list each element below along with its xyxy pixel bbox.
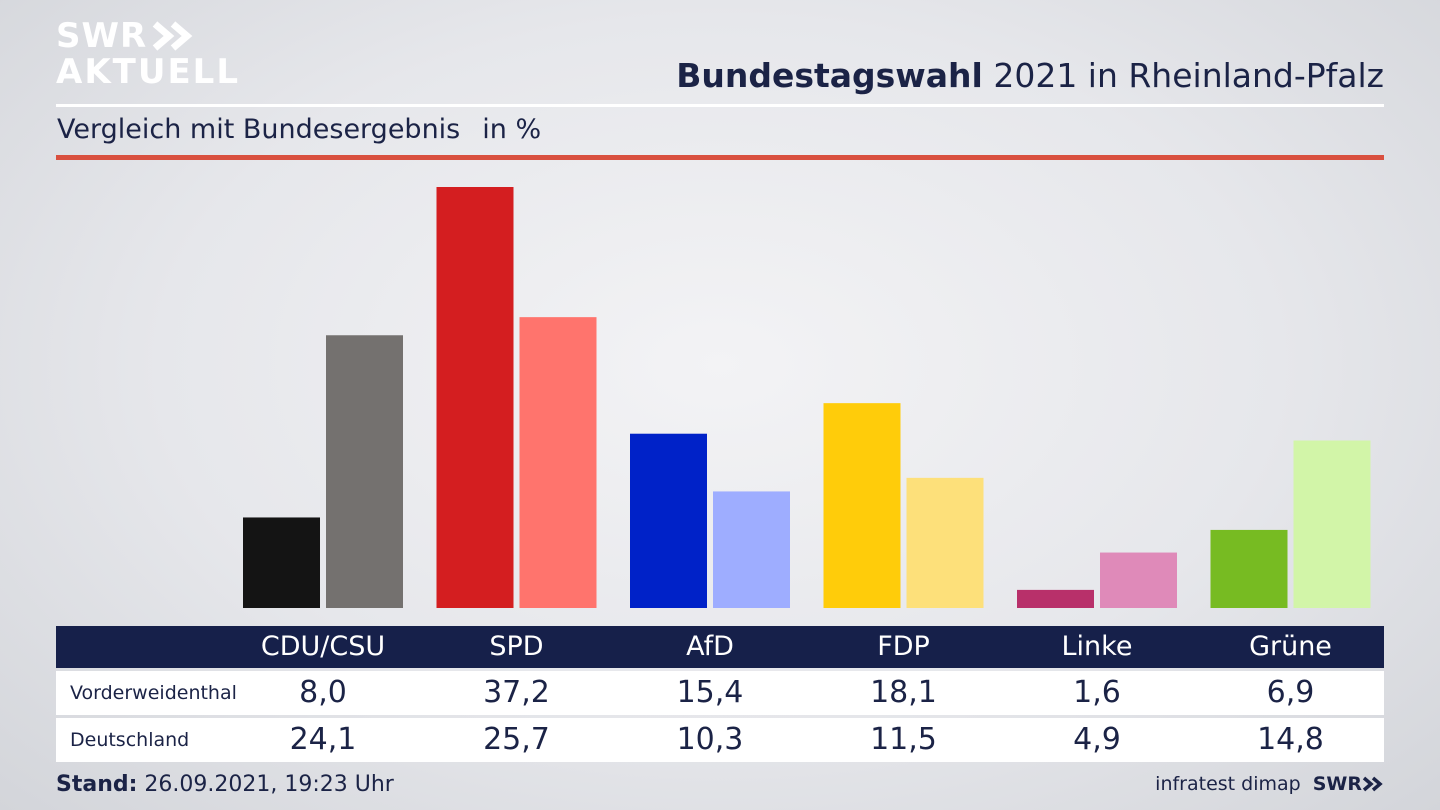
column-header: FDP <box>877 631 930 662</box>
footer-chevrons-icon <box>1362 776 1383 792</box>
column-header: Linke <box>1061 631 1133 662</box>
source-text: infratest dimap <box>1155 773 1301 795</box>
row-label: Vorderweidenthal <box>70 682 237 704</box>
value-cell: 10,3 <box>676 722 744 757</box>
value-cell: 4,9 <box>1073 722 1121 757</box>
bar-linke-deutschland <box>1100 552 1177 608</box>
bar-cdu-csu-vorderweidenthal <box>243 517 320 608</box>
timestamp: Stand: 26.09.2021, 19:23 Uhr <box>56 772 394 797</box>
logo-aktuell-text: AKTUELL <box>56 52 241 92</box>
value-cell: 1,6 <box>1073 675 1121 710</box>
value-cell: 6,9 <box>1266 675 1315 710</box>
value-cell: 37,2 <box>483 675 550 710</box>
bar-fdp-deutschland <box>906 477 984 608</box>
header-divider <box>56 104 1384 107</box>
value-cell: 11,5 <box>870 722 937 757</box>
footer-swr-logo: SWR <box>1313 773 1384 795</box>
footer-swr-text: SWR <box>1312 773 1362 795</box>
table-row-deutschland: Deutschland 24,1 25,7 10,3 11,5 4,9 14,8 <box>56 718 1384 762</box>
row-label: Deutschland <box>70 729 190 751</box>
title-rest: 2021 in Rheinland-Pfalz <box>982 56 1384 95</box>
value-cell: 18,1 <box>870 675 937 710</box>
stand-value: 26.09.2021, 19:23 Uhr <box>137 772 394 797</box>
bar-spd-deutschland <box>519 317 597 608</box>
logo-chevrons-icon <box>152 21 193 51</box>
stand-label: Stand: <box>56 772 138 797</box>
subtitle-text: Vergleich mit Bundesergebnis <box>57 114 461 145</box>
bar-spd-vorderweidenthal <box>436 187 514 608</box>
value-cell: 24,1 <box>289 722 357 757</box>
results-table: CDU/CSU SPD AfD FDP Linke Grüne Vorderweident… <box>56 626 1384 762</box>
table-row-vorderweidenthal: Vorderweidenthal 8,0 37,2 15,4 18,1 1,6 6,9 <box>56 671 1384 715</box>
title-bold: Bundestagswahl <box>676 56 983 95</box>
subtitle: Vergleich mit Bundesergebnis in % <box>57 114 541 145</box>
bar-gr-ne-deutschland <box>1293 440 1371 608</box>
value-cell: 8,0 <box>299 675 347 710</box>
bar-gr-ne-vorderweidenthal <box>1210 529 1288 608</box>
column-header: SPD <box>489 631 544 662</box>
value-cell: 25,7 <box>483 722 550 757</box>
logo-swr-text: SWR <box>56 16 148 56</box>
bar-afd-deutschland <box>713 491 790 608</box>
subtitle-unit: in % <box>482 114 542 145</box>
bar-fdp-vorderweidenthal <box>823 403 901 608</box>
bar-afd-vorderweidenthal <box>630 433 707 608</box>
swr-aktuell-logo: SWR AKTUELL <box>56 18 240 90</box>
column-header: Grüne <box>1249 631 1332 662</box>
subtitle-divider <box>56 155 1384 160</box>
source-credit: infratest dimap SWR <box>1155 773 1384 795</box>
value-cell: 14,8 <box>1257 722 1324 757</box>
table-header-row: CDU/CSU SPD AfD FDP Linke Grüne <box>56 626 1384 668</box>
column-header: AfD <box>686 631 734 662</box>
column-header: CDU/CSU <box>260 631 386 662</box>
bar-linke-vorderweidenthal <box>1017 589 1094 608</box>
page-title: Bundestagswahl 2021 in Rheinland-Pfalz <box>676 56 1384 95</box>
value-cell: 15,4 <box>676 675 744 710</box>
bar-cdu-csu-deutschland <box>326 335 403 608</box>
